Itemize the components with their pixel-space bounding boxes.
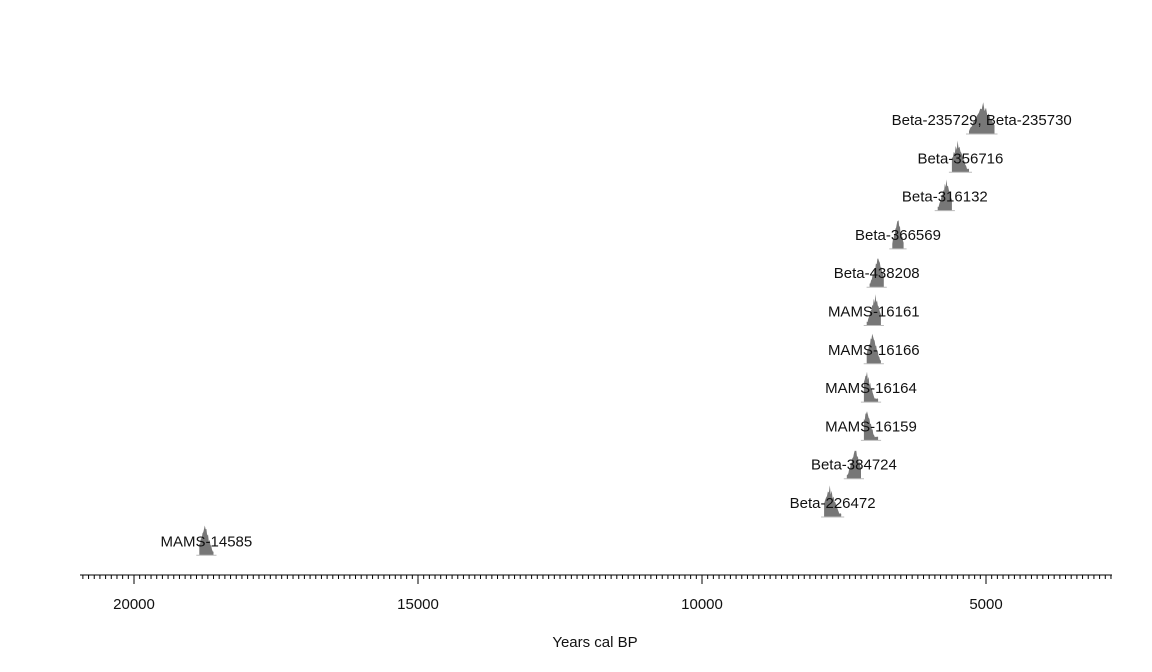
sample-label: Beta-366569 xyxy=(855,227,941,244)
probability-distribution xyxy=(863,371,879,403)
sample-row: Beta-235729, Beta-235730 xyxy=(892,102,1072,135)
sample-label: MAMS-16166 xyxy=(828,342,920,359)
probability-distribution xyxy=(869,258,884,288)
probability-distribution xyxy=(969,102,995,134)
sample-row: Beta-316132 xyxy=(902,179,988,212)
x-tick-label: 15000 xyxy=(397,596,439,613)
sample-label: Beta-438208 xyxy=(834,265,920,282)
x-axis: 20000 15000 10000 5000 xyxy=(80,574,1112,613)
sample-row: Beta-356716 xyxy=(917,140,1003,173)
x-axis-minor-ticks xyxy=(82,575,1112,579)
probability-distribution xyxy=(892,220,904,249)
x-tick-label: 20000 xyxy=(113,596,155,613)
sample-row: Beta-438208 xyxy=(834,258,920,288)
sample-label: MAMS-16164 xyxy=(825,380,917,397)
sample-row: MAMS-16164 xyxy=(825,371,917,403)
probability-distribution xyxy=(846,450,861,479)
probability-distribution xyxy=(951,140,969,173)
sample-row: MAMS-16159 xyxy=(825,411,917,441)
probability-distribution xyxy=(866,333,881,364)
probability-distribution xyxy=(199,525,214,556)
probability-distribution xyxy=(866,294,881,326)
sample-label: MAMS-16161 xyxy=(828,304,920,321)
sample-label: Beta-235729, Beta-235730 xyxy=(892,112,1072,129)
x-axis-title: Years cal BP xyxy=(552,634,637,651)
probability-distribution xyxy=(824,485,842,517)
x-tick-label: 5000 xyxy=(969,596,1002,613)
plot-area: Beta-235729, Beta-235730 Beta-356716 Beta-… xyxy=(161,102,1072,556)
sample-row: Beta-226472 xyxy=(790,485,876,518)
x-tick-label: 10000 xyxy=(681,596,723,613)
probability-distribution xyxy=(863,411,879,441)
sample-label: Beta-316132 xyxy=(902,189,988,206)
sample-row: Beta-366569 xyxy=(855,220,941,250)
sample-label: MAMS-16159 xyxy=(825,418,917,435)
probability-distribution xyxy=(937,179,952,211)
sample-label: Beta-356716 xyxy=(917,150,1003,167)
sample-row: MAMS-14585 xyxy=(161,525,253,556)
x-axis-major-ticks: 20000 15000 10000 5000 xyxy=(113,575,1003,613)
sample-label: MAMS-14585 xyxy=(161,533,253,550)
sample-row: Beta-384724 xyxy=(811,450,897,480)
sample-row: MAMS-16166 xyxy=(828,333,920,365)
sample-row: MAMS-16161 xyxy=(828,294,920,326)
sample-label: Beta-384724 xyxy=(811,457,897,474)
sample-label: Beta-226472 xyxy=(790,495,876,512)
